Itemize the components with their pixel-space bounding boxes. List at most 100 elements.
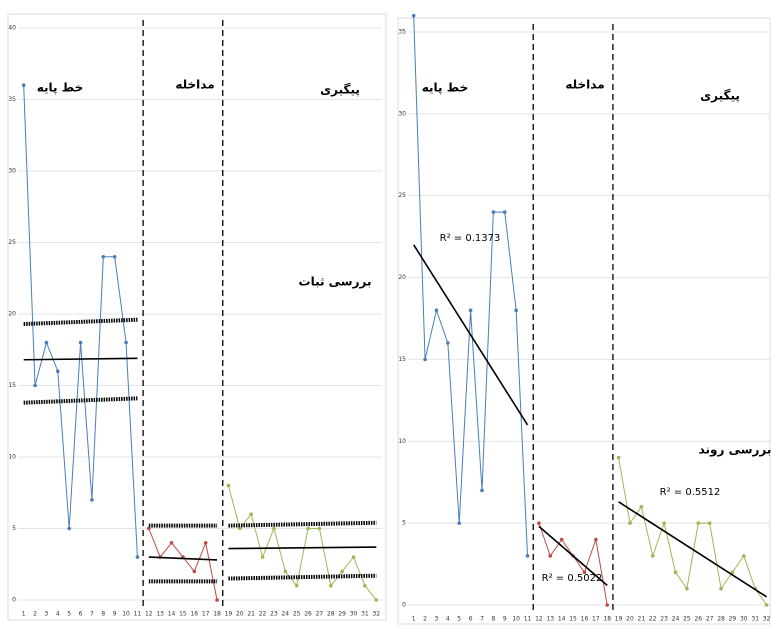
x-tick-label: 27 <box>316 611 324 618</box>
data-point <box>363 584 367 588</box>
x-tick-label: 19 <box>225 611 233 618</box>
x-tick-label: 7 <box>90 611 94 618</box>
data-point <box>651 554 655 558</box>
x-tick-label: 18 <box>213 611 221 618</box>
annotation: بررسی ثبات <box>299 275 372 289</box>
x-tick-label: 11 <box>524 616 532 623</box>
x-tick-label: 2 <box>423 616 427 623</box>
y-tick-label: 5 <box>402 520 406 527</box>
x-tick-label: 20 <box>236 611 244 618</box>
x-tick-label: 21 <box>247 611 255 618</box>
x-tick-label: 10 <box>512 616 520 623</box>
data-point <box>261 555 265 559</box>
data-point <box>90 498 94 502</box>
data-point <box>113 255 117 259</box>
x-tick-label: 10 <box>122 611 130 618</box>
data-point <box>628 521 632 525</box>
annotation: خط پایه <box>422 81 468 95</box>
data-point <box>102 255 106 259</box>
data-point <box>329 584 333 588</box>
data-point <box>446 341 450 345</box>
annotation: مداخله <box>175 78 214 92</box>
data-point <box>594 538 598 542</box>
x-tick-label: 18 <box>603 616 611 623</box>
data-point <box>340 570 344 574</box>
data-point <box>204 541 208 545</box>
data-point <box>56 369 60 373</box>
x-tick-label: 22 <box>649 616 657 623</box>
data-point <box>124 341 128 345</box>
data-point <box>480 489 484 493</box>
x-tick-label: 32 <box>763 616 771 623</box>
data-point <box>215 598 219 602</box>
x-tick-label: 25 <box>293 611 301 618</box>
data-point <box>765 603 769 607</box>
x-tick-label: 30 <box>350 611 358 618</box>
x-tick-label: 6 <box>469 616 473 623</box>
y-tick-label: 10 <box>398 438 406 445</box>
data-point <box>457 521 461 525</box>
x-tick-label: 3 <box>45 611 49 618</box>
data-point <box>492 210 496 214</box>
x-tick-label: 28 <box>327 611 335 618</box>
x-tick-label: 20 <box>626 616 634 623</box>
data-point <box>696 521 700 525</box>
data-point <box>136 555 140 559</box>
x-tick-label: 4 <box>56 611 60 618</box>
data-point <box>352 555 356 559</box>
x-tick-label: 31 <box>361 611 369 618</box>
x-tick-label: 16 <box>190 611 198 618</box>
chart: 0510152025303540123456789101112131415161… <box>0 0 771 630</box>
data-point <box>537 521 541 525</box>
data-point <box>79 341 83 345</box>
x-tick-label: 15 <box>179 611 187 618</box>
data-point <box>526 554 530 558</box>
x-tick-label: 14 <box>558 616 566 623</box>
y-tick-label: 20 <box>8 311 16 318</box>
x-tick-label: 1 <box>412 616 416 623</box>
data-point <box>662 521 666 525</box>
y-tick-label: 25 <box>8 239 16 246</box>
x-tick-label: 13 <box>156 611 164 618</box>
data-point <box>272 527 276 531</box>
y-tick-label: 15 <box>8 382 16 389</box>
y-tick-label: 20 <box>398 274 406 281</box>
y-tick-label: 10 <box>8 454 16 461</box>
data-point <box>719 587 723 591</box>
data-point <box>435 309 439 313</box>
data-point <box>640 505 644 509</box>
data-point <box>67 527 71 531</box>
data-point <box>560 538 564 542</box>
x-tick-label: 4 <box>446 616 450 623</box>
x-tick-label: 6 <box>79 611 83 618</box>
data-point <box>318 527 322 531</box>
data-point <box>33 384 37 388</box>
data-point <box>249 512 253 516</box>
data-point <box>22 83 26 87</box>
y-tick-label: 30 <box>398 110 406 117</box>
x-tick-label: 30 <box>740 616 748 623</box>
data-point <box>674 570 678 574</box>
x-tick-label: 12 <box>145 611 153 618</box>
annotation: پیگیری <box>700 89 740 103</box>
y-tick-label: 40 <box>8 25 16 32</box>
data-point <box>708 521 712 525</box>
annotation: R² = 0.5512 <box>660 487 721 498</box>
x-tick-label: 3 <box>435 616 439 623</box>
x-tick-label: 31 <box>751 616 759 623</box>
y-tick-label: 5 <box>12 525 16 532</box>
data-point <box>423 358 427 362</box>
x-tick-label: 19 <box>615 616 623 623</box>
data-point <box>412 14 416 18</box>
y-tick-label: 15 <box>398 356 406 363</box>
x-tick-label: 16 <box>581 616 589 623</box>
y-tick-label: 25 <box>398 192 406 199</box>
x-tick-label: 9 <box>503 616 507 623</box>
x-tick-label: 7 <box>480 616 484 623</box>
y-tick-label: 30 <box>8 168 16 175</box>
x-tick-label: 14 <box>168 611 176 618</box>
data-point <box>617 456 621 460</box>
y-tick-label: 0 <box>402 602 406 609</box>
x-tick-label: 26 <box>304 611 312 618</box>
data-point <box>548 554 552 558</box>
